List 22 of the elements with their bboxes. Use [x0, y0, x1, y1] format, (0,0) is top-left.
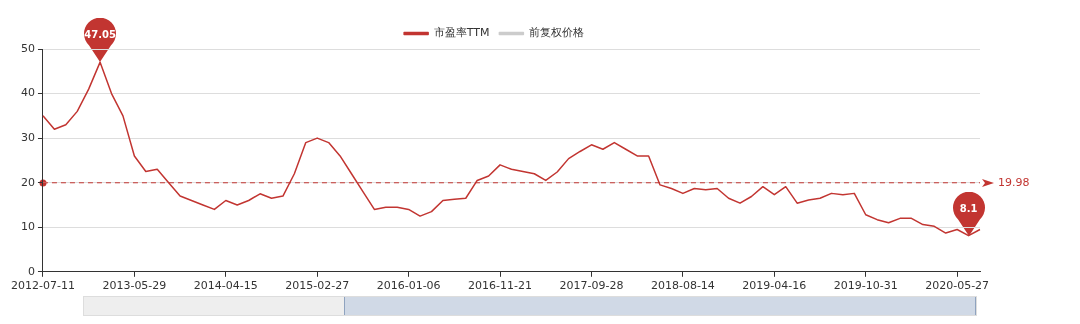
x-tick-label: 2015-02-27	[285, 279, 350, 293]
ref-line-label: 19.98	[998, 175, 1030, 189]
x-tick-label: 2019-04-16	[742, 279, 807, 293]
y-tick-label: 30	[20, 130, 35, 144]
x-tick-label: 2016-11-21	[468, 279, 533, 293]
x-tick-label: 2013-05-29	[102, 279, 167, 293]
annotation: 47.05	[83, 29, 117, 42]
x-tick-label: 2020-05-27	[925, 279, 990, 293]
x-tick-label: 2014-04-15	[193, 279, 258, 293]
x-tick-label: 2016-01-06	[376, 279, 441, 293]
y-tick-label: 40	[20, 86, 35, 100]
x-tick-label: 2012-07-11	[10, 279, 75, 293]
y-tick-label: 50	[20, 41, 35, 55]
x-tick-label: 2018-08-14	[650, 279, 715, 293]
y-tick-label: 20	[20, 175, 35, 189]
x-tick-label: 2017-09-28	[559, 279, 624, 293]
annotation: 8.1	[958, 202, 979, 215]
y-tick-label: 10	[20, 220, 35, 234]
y-tick-label: 0	[27, 264, 35, 278]
legend-label: 市盈率TTM	[433, 26, 490, 40]
legend-label: 前复权价格	[528, 26, 584, 40]
x-tick-label: 2019-10-31	[833, 279, 898, 293]
